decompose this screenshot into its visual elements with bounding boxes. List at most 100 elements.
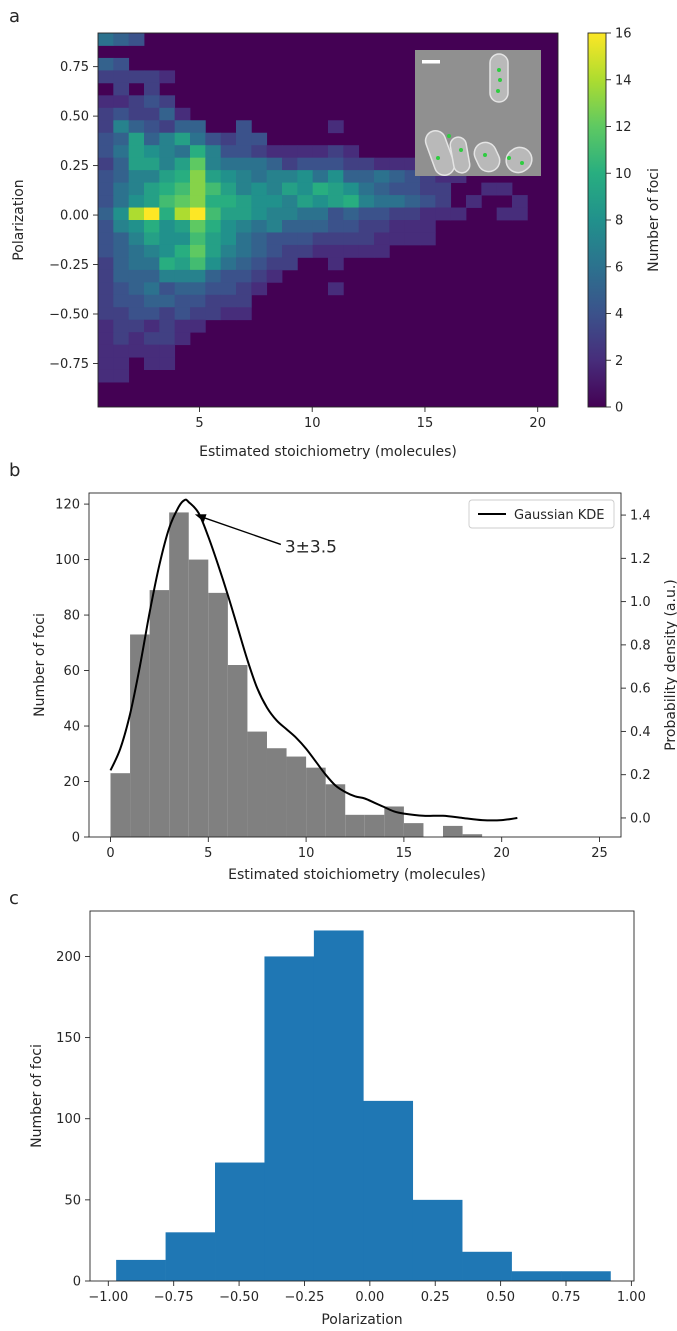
- heatmap-cell: [98, 107, 114, 121]
- heatmap-cell: [98, 33, 114, 46]
- heatmap-cell: [159, 120, 176, 134]
- heatmap-cell: [251, 207, 268, 221]
- panel-label-c: c: [9, 888, 19, 909]
- heatmap-cell: [328, 257, 344, 271]
- heatmap-cell: [98, 257, 114, 271]
- heatmap-cell: [144, 157, 160, 171]
- heatmap-cell: [113, 332, 130, 346]
- heatmap-cell: [251, 282, 268, 296]
- heatmap-cell: [205, 207, 222, 221]
- heatmap-cell: [282, 220, 298, 233]
- heatmap-cell: [159, 282, 176, 296]
- x-tick-label: 5: [204, 846, 212, 861]
- heatmap-cell: [190, 307, 206, 321]
- focus-marker: [483, 153, 487, 157]
- heatmap-cell: [113, 120, 130, 134]
- heatmap-cell: [312, 195, 329, 208]
- heatmap-cell: [404, 220, 421, 233]
- heatmap-cell: [236, 282, 252, 296]
- heatmap-cell: [343, 232, 360, 246]
- heatmap-cell: [98, 195, 114, 208]
- y2-tick-label: 0.0: [630, 811, 651, 826]
- heatmap-cell: [496, 207, 513, 221]
- heatmap-frame: [97, 32, 559, 408]
- heatmap-cell: [113, 157, 130, 171]
- heatmap-cell: [190, 157, 206, 171]
- heatmap-cell: [144, 307, 160, 321]
- panel-c-histogram: −1.00 −0.75 −0.50 −0.25 0.00 0.25 0.50 0.75 1.00…: [29, 910, 646, 1328]
- y2-tick-label: 0.6: [630, 682, 651, 697]
- heatmap-cell: [220, 182, 237, 196]
- heatmap-cell: [343, 170, 360, 183]
- heatmap-cell: [220, 207, 237, 221]
- heatmap-cell: [435, 182, 452, 196]
- heatmap-cell: [312, 157, 329, 171]
- heatmap-cell: [159, 294, 176, 308]
- x-tick-label: 20: [493, 846, 510, 861]
- heatmap-cell: [389, 220, 406, 233]
- heatmap-cell: [266, 244, 283, 258]
- y-tick-label: 0.50: [60, 110, 89, 125]
- y2-tick-label: 1.0: [630, 595, 651, 610]
- heatmap-cell: [205, 195, 222, 208]
- cell-4: [473, 141, 501, 173]
- y-tick-label: 80: [63, 609, 80, 624]
- polarization-y-label: Number of foci: [29, 1044, 45, 1148]
- heatmap-cell: [98, 307, 114, 321]
- cell-5: [505, 146, 533, 174]
- heatmap-cell: [358, 232, 375, 246]
- heatmap-cell: [174, 232, 191, 246]
- focus-marker: [507, 156, 511, 160]
- heatmap-cell: [113, 57, 130, 71]
- heatmap-y-label: Polarization: [11, 179, 27, 260]
- heatmap-cell: [389, 157, 406, 171]
- heatmap-cell: [420, 220, 436, 233]
- heatmap-cell: [174, 269, 191, 283]
- heatmap-cell: [113, 207, 130, 221]
- heatmap-cell: [159, 220, 176, 233]
- heatmap-cell: [236, 207, 252, 221]
- heatmap-cell: [98, 207, 114, 221]
- heatmap-cell: [404, 195, 421, 208]
- histogram-bar: [264, 956, 315, 1281]
- y-tick-label: 0.75: [60, 60, 89, 75]
- heatmap-cell: [190, 244, 206, 258]
- heatmap-cell: [159, 344, 176, 358]
- heatmap-cell: [144, 294, 160, 308]
- colorbar-tick-label: 8: [615, 214, 623, 229]
- x-tick-label: 10: [298, 846, 315, 861]
- heatmap-cell: [374, 232, 390, 246]
- y-tick-label: −0.25: [49, 258, 89, 273]
- heatmap-cell: [190, 195, 206, 208]
- histogram-bar: [363, 1100, 414, 1281]
- heatmap-cell: [113, 107, 130, 121]
- heatmap-cell: [328, 145, 344, 159]
- heatmap-cell: [113, 220, 130, 233]
- heatmap-cell: [98, 120, 114, 134]
- heatmap-cell: [113, 319, 130, 333]
- histogram-y-axis: 0 20 40 60 80 100 120: [55, 498, 89, 846]
- heatmap-cell: [205, 132, 222, 146]
- focus-marker: [436, 156, 440, 160]
- heatmap-cell: [251, 257, 268, 271]
- heatmap-cell: [144, 95, 160, 109]
- heatmap-cell: [98, 282, 114, 296]
- histogram-y-label: Number of foci: [32, 613, 48, 717]
- heatmap-cell: [190, 170, 206, 183]
- heatmap-cell: [128, 195, 145, 208]
- histogram-bar: [443, 825, 463, 837]
- heatmap-cell: [358, 195, 375, 208]
- foci-markers: [436, 68, 524, 165]
- heatmap-cell: [343, 157, 360, 171]
- heatmap-cell: [174, 257, 191, 271]
- heatmap-cell: [312, 244, 329, 258]
- heatmap-cell: [190, 207, 206, 221]
- heatmap-cell: [144, 244, 160, 258]
- heatmap-cell: [190, 132, 206, 146]
- heatmap-cell: [205, 145, 222, 159]
- heatmap-cell: [98, 232, 114, 246]
- heatmap-cell: [174, 307, 191, 321]
- heatmap-cell: [220, 170, 237, 183]
- histogram-bar: [345, 814, 365, 837]
